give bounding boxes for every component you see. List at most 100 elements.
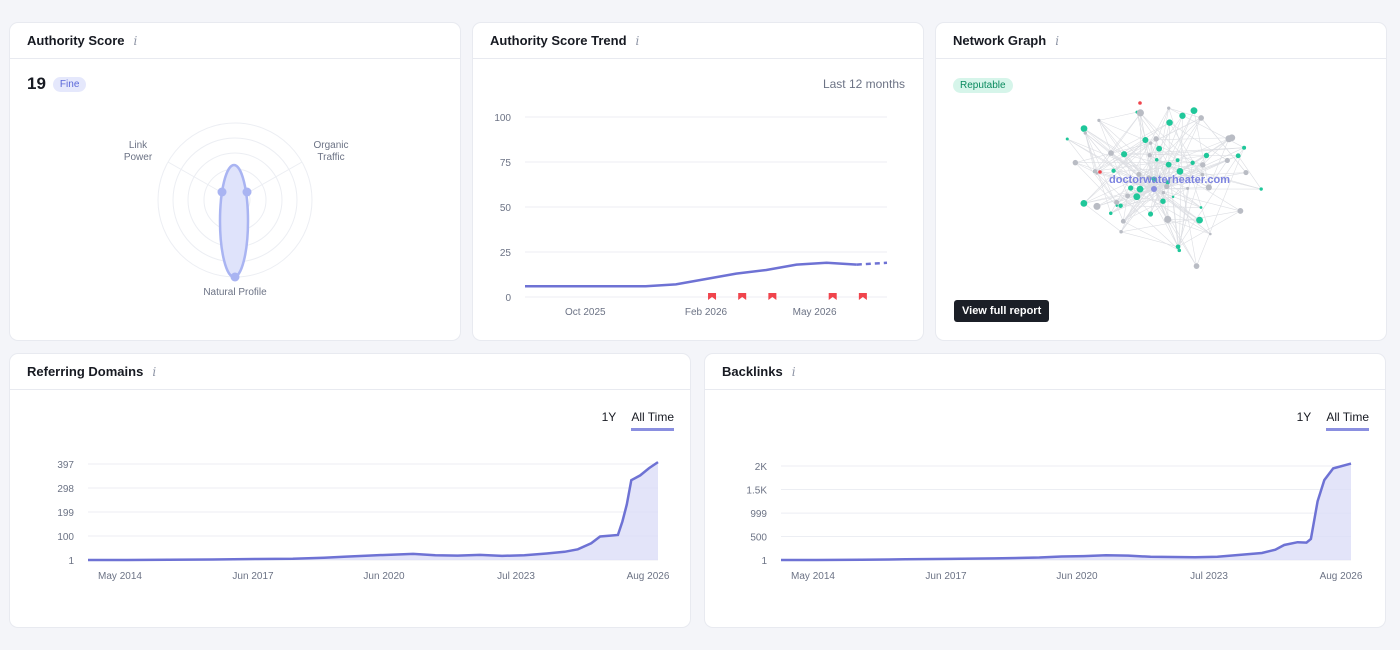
graph-node [1242,145,1247,150]
radar-point-organic-traffic[interactable] [242,187,252,197]
backlinks-card: Backlinks i 1Y All Time 1 500 999 1.5K 2K May… [705,354,1385,627]
graph-node [1133,193,1141,201]
graph-node [1243,169,1249,176]
tab-1y[interactable]: 1Y [1296,410,1312,424]
radar-shape [218,163,250,279]
graph-edge [1140,112,1155,190]
graph-node [1259,187,1263,191]
graph-edge [1153,148,1160,190]
graph-node [1147,153,1152,158]
graph-edge [1096,173,1155,190]
info-icon[interactable]: i [152,364,157,379]
card-header: Authority Score Trend i [473,23,923,59]
graph-node [1205,184,1212,191]
graph-node [1160,198,1166,204]
graph-node [1165,180,1170,185]
graph-node [1154,157,1159,162]
referring-domains-chart: 1 100 199 298 397 May 2014 Jun 2017 Jun 2020 Jul… [57,460,670,582]
graph-edge [1167,219,1200,221]
graph-edge [1140,112,1178,161]
graph-edge [1116,174,1203,203]
event-marker [828,293,837,300]
x-tick-label: Jun 2017 [925,571,967,582]
graph-edge [1121,231,1179,248]
graph-node [1190,107,1198,115]
referring-domains-card: Referring Domains i 1Y All Time 1 100 199 2… [10,354,690,627]
graph-edge [1153,110,1195,190]
x-tick-label: Jun 2020 [363,571,405,582]
graph-node [1083,131,1087,135]
graph-node [1235,153,1241,159]
y-tick-label: 1 [68,556,74,567]
event-marker [858,293,867,300]
graph-edge [1168,107,1202,119]
info-icon[interactable]: i [635,33,640,48]
y-tick-label: 50 [500,203,512,214]
graph-edge [1149,154,1241,212]
x-tick-label: Feb 2026 [685,307,728,318]
graph-edge [1094,113,1141,172]
info-icon[interactable]: i [133,33,138,48]
tab-all-time[interactable]: All Time [1326,410,1369,431]
graph-node [1080,199,1088,207]
graph-edge [1075,162,1117,206]
tab-1y[interactable]: 1Y [601,410,617,424]
authority-score-value: 19 [27,74,46,93]
graph-edge [1085,132,1155,190]
graph-edge [1098,111,1138,121]
graph-node [1203,152,1210,159]
graph-node [1165,161,1172,168]
graph-edge [1208,138,1230,188]
graph-edge [1168,164,1209,188]
graph-node [1136,171,1142,178]
graph-node [1156,145,1163,152]
card-header: Authority Score i [10,23,460,59]
y-tick-label: 2K [755,462,768,473]
y-tick-label: 999 [750,509,767,520]
graph-edge [1123,188,1155,222]
graph-edge [1083,203,1122,233]
graph-edge [1121,210,1241,233]
trend-line-projected [856,261,888,266]
view-full-report-button[interactable]: View full report [954,300,1050,322]
graph-node [1161,190,1166,195]
card-title: Authority Score [27,33,125,48]
tab-all-time[interactable]: All Time [631,410,674,431]
reputation-badge: Reputable [953,78,1013,93]
graph-node [1177,248,1182,253]
graph-edge [1167,182,1202,208]
graph-node [1097,118,1101,122]
graph-edge [1153,122,1170,190]
info-icon[interactable]: i [791,364,796,379]
authority-score-card: Authority Score i 19 Fine Link Power Org… [10,23,460,340]
graph-node [1196,216,1203,224]
network-graph[interactable] [936,23,1386,340]
graph-edge [1177,155,1207,247]
graph-node [1120,218,1126,224]
score-row: 19 Fine [27,74,87,94]
graph-edge [1067,138,1188,189]
card-title: Authority Score Trend [490,33,627,48]
graph-center-node [1151,186,1157,192]
graph-node [1209,232,1212,236]
y-tick-label: 25 [500,248,512,259]
card-header: Referring Domains i [10,354,690,390]
graph-node [1080,125,1088,132]
graph-node [1224,157,1230,164]
radar-point-natural-profile[interactable] [230,272,240,282]
graph-node [1176,168,1184,175]
graph-node [1237,207,1244,214]
graph-node-flagged [1098,170,1102,174]
x-tick-label: Oct 2025 [565,307,606,318]
graph-edge [1153,188,1211,235]
area-fill [88,462,658,560]
natural-profile-label: Natural Profile [203,287,267,298]
graph-node [1136,109,1144,117]
graph-node [1164,183,1170,190]
period-label: Last 12 months [822,77,905,91]
radar-point-link-power[interactable] [217,187,227,197]
graph-node [1148,141,1153,145]
card-header: Network Graph i [936,23,1386,59]
graph-edge [1148,172,1246,178]
info-icon[interactable]: i [1055,33,1060,48]
